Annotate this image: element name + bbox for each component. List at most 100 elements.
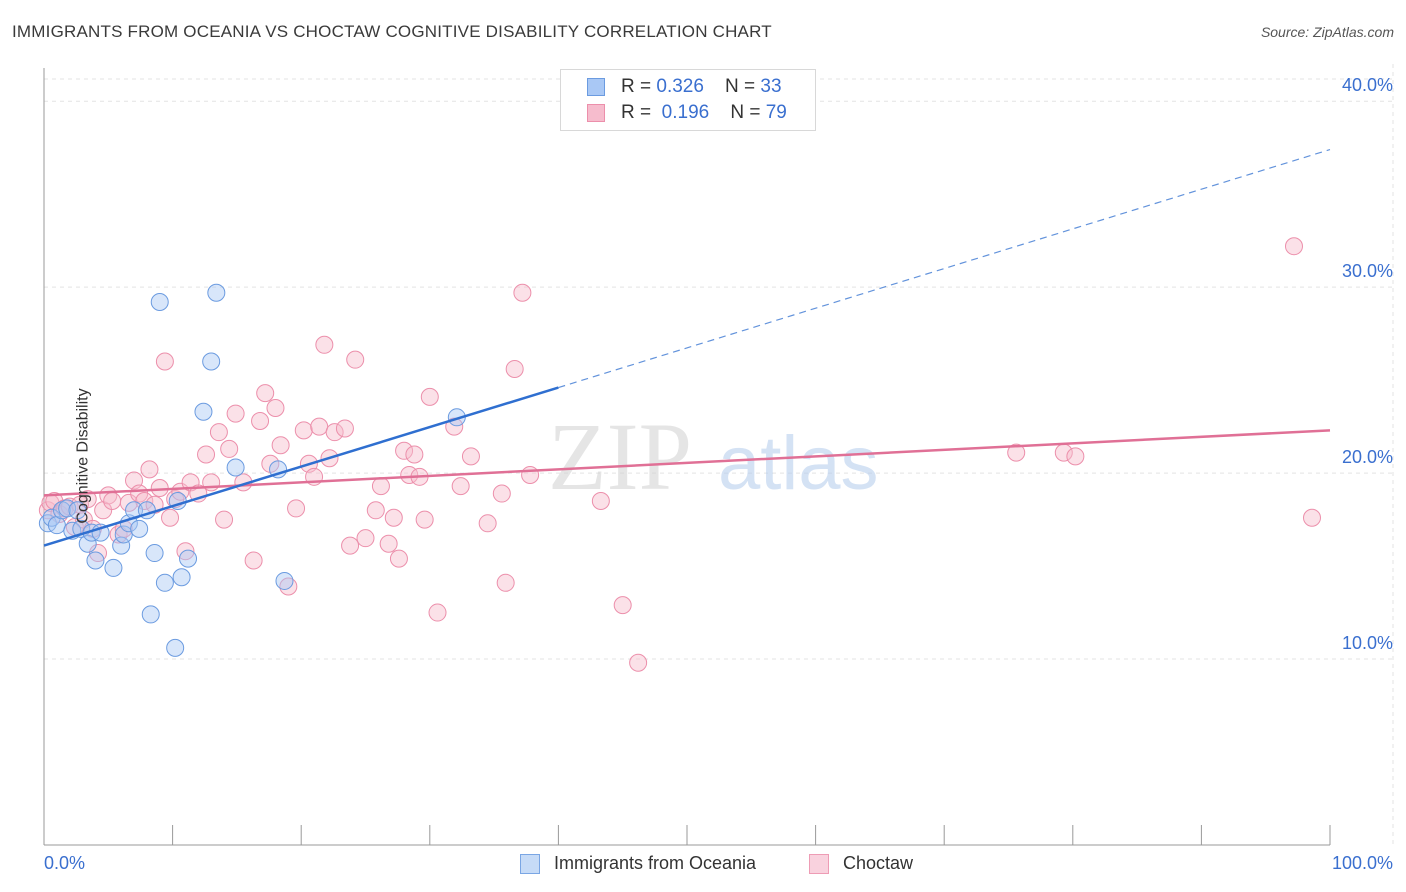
- choctaw-point: [310, 417, 329, 436]
- choctaw-point: [140, 460, 159, 479]
- oceania-point: [172, 568, 191, 587]
- choctaw-swatch: [587, 104, 605, 122]
- choctaw-point: [78, 490, 97, 509]
- choctaw-point: [356, 529, 375, 548]
- trend-lines: [43, 148, 1331, 547]
- y-tick-label: 30.0%: [1342, 261, 1393, 281]
- choctaw-legend-label: Choctaw: [843, 853, 914, 873]
- choctaw-point: [89, 544, 108, 563]
- choctaw-point: [251, 412, 270, 431]
- choctaw-point: [379, 534, 398, 553]
- choctaw-point: [492, 484, 511, 503]
- chart-title: IMMIGRANTS FROM OCEANIA VS CHOCTAW COGNI…: [12, 22, 772, 41]
- choctaw-point: [176, 542, 195, 561]
- tick-labels: 10.0% 20.0% 30.0% 40.0% 0.0% 100.0%: [44, 75, 1393, 873]
- choctaw-point: [1302, 508, 1321, 527]
- choctaw-point: [256, 384, 275, 403]
- choctaw-legend-swatch: [809, 854, 829, 874]
- oceania-point: [145, 544, 164, 563]
- watermark-zip: ZIP: [548, 403, 692, 510]
- choctaw-point: [513, 283, 532, 302]
- choctaw-n-label: N =: [730, 102, 766, 123]
- choctaw-point: [155, 352, 174, 371]
- choctaw-point: [505, 359, 524, 378]
- choctaw-trend-line: [43, 429, 1331, 497]
- oceania-n-label: N =: [725, 76, 761, 97]
- x-tick-label: 100.0%: [1332, 853, 1393, 873]
- choctaw-point: [325, 423, 344, 442]
- choctaw-point: [415, 510, 434, 529]
- choctaw-point: [1284, 237, 1303, 256]
- oceania-legend-swatch: [520, 854, 540, 874]
- oceania-point: [86, 551, 105, 570]
- watermark-atlas: atlas: [718, 421, 879, 506]
- choctaw-point: [428, 603, 447, 622]
- y-tick-label: 10.0%: [1342, 633, 1393, 653]
- oceania-point: [141, 605, 160, 624]
- oceania-point: [78, 534, 97, 553]
- oceania-point: [68, 501, 87, 520]
- oceania-point: [275, 571, 294, 590]
- choctaw-point: [209, 423, 228, 442]
- choctaw-n-value: 79: [765, 102, 787, 123]
- choctaw-point: [150, 478, 169, 497]
- oceania-point: [150, 293, 169, 312]
- choctaw-points: [38, 237, 1321, 672]
- series-legend: Immigrants from Oceania Choctaw: [0, 852, 1406, 876]
- oceania-point: [179, 549, 198, 568]
- choctaw-point: [346, 350, 365, 369]
- choctaw-point: [389, 549, 408, 568]
- axes: [43, 68, 1331, 846]
- oceania-points: [38, 283, 466, 657]
- choctaw-point: [591, 491, 610, 510]
- choctaw-point: [521, 465, 540, 484]
- oceania-trend-extension: [558, 148, 1331, 389]
- choctaw-point: [226, 404, 245, 423]
- choctaw-point: [220, 439, 239, 458]
- choctaw-r-label: R =: [621, 102, 657, 123]
- choctaw-point: [496, 573, 515, 592]
- oceania-point: [155, 573, 174, 592]
- choctaw-point: [366, 501, 385, 520]
- choctaw-point: [371, 477, 390, 496]
- x-tick-label: 0.0%: [44, 853, 85, 873]
- oceania-point: [202, 352, 221, 371]
- oceania-point: [104, 558, 123, 577]
- oceania-legend-label: Immigrants from Oceania: [554, 853, 757, 873]
- watermark: ZIP atlas: [548, 403, 879, 510]
- choctaw-point: [405, 445, 424, 464]
- choctaw-r-value: 0.196: [661, 102, 710, 123]
- choctaw-point: [451, 477, 470, 496]
- choctaw-point: [161, 508, 180, 527]
- choctaw-point: [384, 508, 403, 527]
- y-axis-label: Cognitive Disability: [74, 388, 92, 524]
- choctaw-point: [287, 499, 306, 518]
- choctaw-point: [629, 653, 648, 672]
- choctaw-point: [341, 536, 360, 555]
- oceania-n-value: 33: [760, 76, 782, 97]
- choctaw-point: [109, 525, 128, 544]
- choctaw-point: [294, 421, 313, 440]
- oceania-point: [207, 283, 226, 302]
- choctaw-point: [613, 596, 632, 615]
- oceania-point: [130, 519, 149, 538]
- choctaw-point: [1007, 443, 1026, 462]
- y-tick-label: 20.0%: [1342, 447, 1393, 467]
- oceania-point: [226, 458, 245, 477]
- oceania-point: [194, 402, 213, 421]
- choctaw-point: [103, 491, 122, 510]
- choctaw-point: [197, 445, 216, 464]
- choctaw-point: [266, 399, 285, 418]
- choctaw-point: [395, 441, 414, 460]
- source-label: Source: ZipAtlas.com: [1260, 24, 1394, 40]
- oceania-trend-line: [43, 386, 559, 547]
- choctaw-point: [335, 419, 354, 438]
- choctaw-point: [315, 335, 334, 354]
- choctaw-point: [420, 387, 439, 406]
- choctaw-point: [1066, 447, 1085, 466]
- choctaw-point: [461, 447, 480, 466]
- oceania-r-label: R =: [621, 76, 657, 97]
- choctaw-point: [478, 514, 497, 533]
- y-tick-label: 40.0%: [1342, 75, 1393, 95]
